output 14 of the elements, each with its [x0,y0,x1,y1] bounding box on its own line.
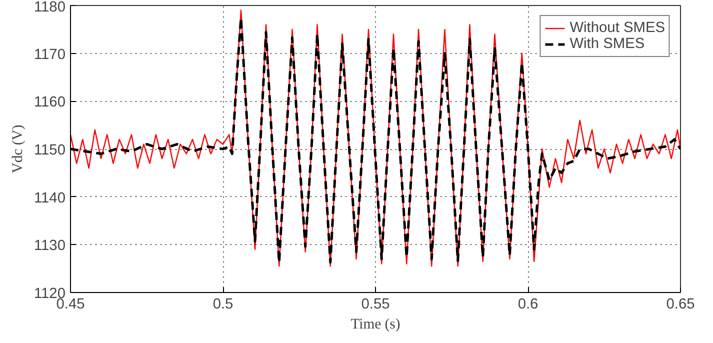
y-tick-label: 1140 [34,190,66,206]
x-tick-label: 0.55 [361,296,390,312]
y-tick-label: 1130 [34,238,66,254]
x-tick-label: 0.65 [666,296,695,312]
x-tick-label: 0.5 [212,296,234,312]
y-tick-label: 1160 [34,94,66,111]
y-tick-label: 1170 [34,46,66,63]
legend-label: Without SMES [570,20,665,36]
legend-label: With SMES [570,36,645,52]
x-tick-label: 0.6 [518,296,538,312]
x-axis-title: Time (s) [350,316,400,332]
y-axis-title: Vdc (V) [10,124,26,174]
y-tick-label: 1150 [34,142,66,158]
y-tick-label: 1180 [34,0,66,16]
